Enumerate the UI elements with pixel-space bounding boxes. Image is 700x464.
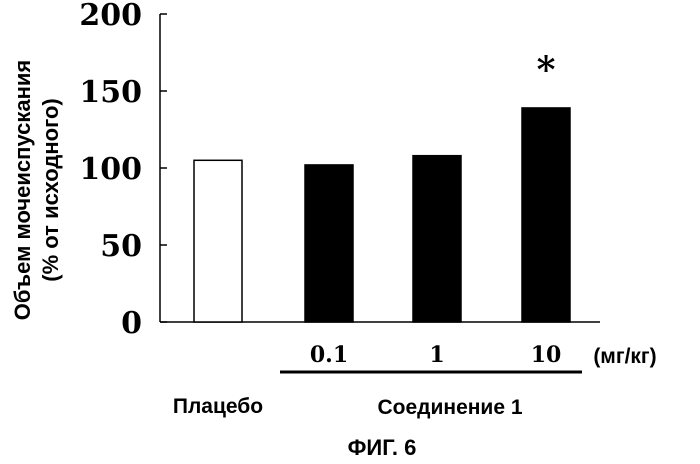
dose-label-1: 1 xyxy=(429,342,444,368)
bar-1 xyxy=(413,156,461,322)
bar-placebo xyxy=(194,160,242,322)
y-tick-label-50: 50 xyxy=(100,229,142,264)
figure-label: ФИГ. 6 xyxy=(348,435,417,460)
bar-10 xyxy=(522,108,570,322)
y-tick-label-150: 150 xyxy=(79,75,142,110)
y-tick-label-0: 0 xyxy=(121,306,142,341)
dose-label-10: 10 xyxy=(531,342,562,368)
unit-label: (мг/кг) xyxy=(593,345,656,368)
placebo-label: Плацебо xyxy=(173,395,263,418)
bars xyxy=(194,108,570,322)
y-axis-title-line2: (% от исходного) xyxy=(38,98,63,281)
y-tick-label-100: 100 xyxy=(79,152,142,187)
y-ticks: 0 50 100 150 200 xyxy=(79,0,167,341)
bar-0.1 xyxy=(305,165,353,322)
dose-label-0-1: 0.1 xyxy=(310,342,348,368)
compound-label: Соединение 1 xyxy=(377,396,522,419)
significance-marker: * xyxy=(537,49,556,91)
y-tick-label-200: 200 xyxy=(79,0,142,33)
y-axis-title-line1: Объем мочеиспускания xyxy=(10,60,35,321)
